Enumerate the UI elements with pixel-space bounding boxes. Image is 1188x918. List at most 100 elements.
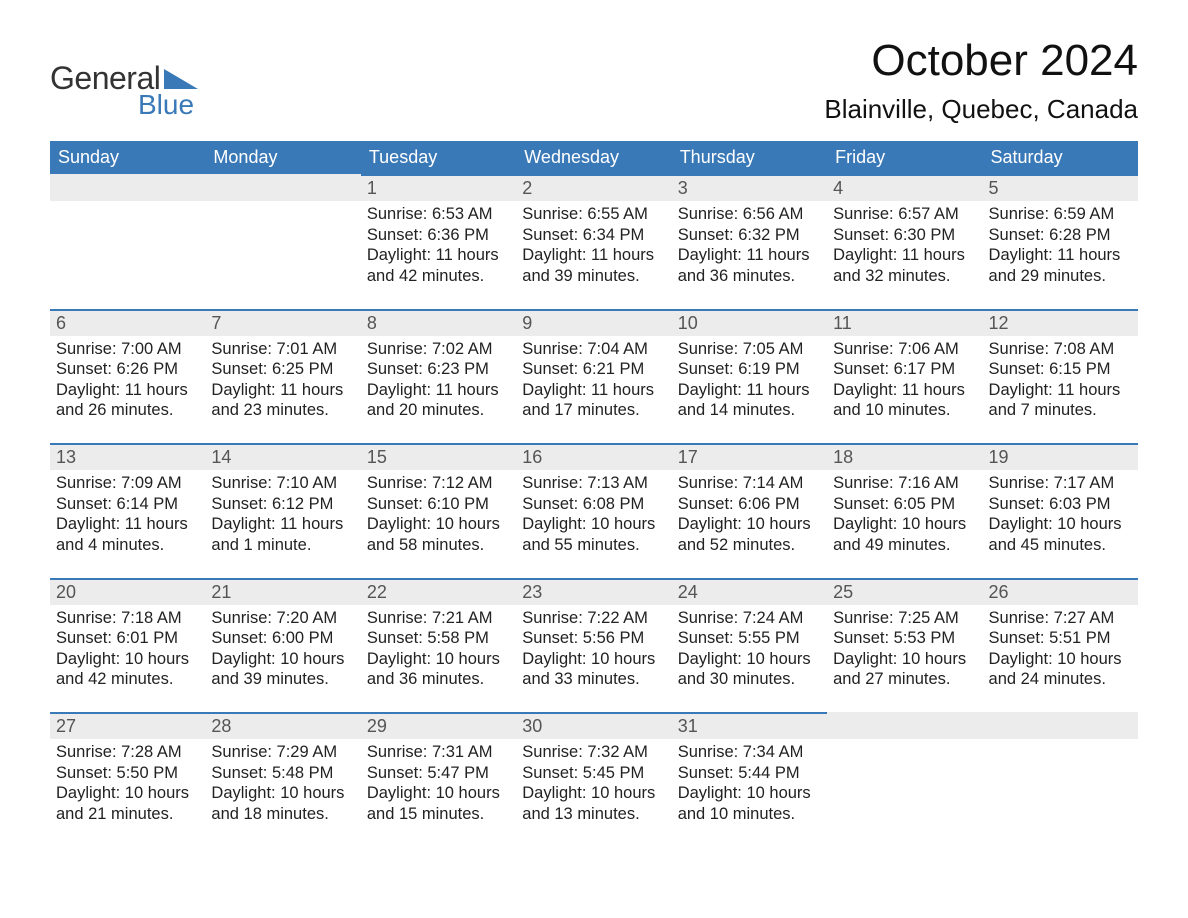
sunrise-line: Sunrise: 6:55 AM bbox=[522, 204, 665, 225]
day-of-week-header-row: SundayMondayTuesdayWednesdayThursdayFrid… bbox=[50, 141, 1138, 174]
day-number: 1 bbox=[367, 178, 377, 198]
sunset-line: Sunset: 6:23 PM bbox=[367, 359, 510, 380]
day-number bbox=[211, 178, 216, 198]
sunset-line: Sunset: 5:55 PM bbox=[678, 628, 821, 649]
sunrise-line: Sunrise: 7:24 AM bbox=[678, 608, 821, 629]
sunrise-line: Sunrise: 7:17 AM bbox=[989, 473, 1132, 494]
sunset-line: Sunset: 5:56 PM bbox=[522, 628, 665, 649]
day-number-row: 7 bbox=[205, 309, 360, 336]
calendar-cell: 22Sunrise: 7:21 AMSunset: 5:58 PMDayligh… bbox=[361, 578, 516, 713]
day-info: Sunrise: 7:13 AMSunset: 6:08 PMDaylight:… bbox=[522, 473, 665, 556]
sunrise-line: Sunrise: 7:10 AM bbox=[211, 473, 354, 494]
day-number-row: 8 bbox=[361, 309, 516, 336]
sunrise-line: Sunrise: 6:59 AM bbox=[989, 204, 1132, 225]
day-number: 4 bbox=[833, 178, 843, 198]
daylight-line: Daylight: 10 hours and 33 minutes. bbox=[522, 649, 665, 690]
day-number bbox=[833, 716, 838, 736]
day-number: 12 bbox=[989, 313, 1009, 333]
day-number-row: 6 bbox=[50, 309, 205, 336]
daylight-line: Daylight: 10 hours and 45 minutes. bbox=[989, 514, 1132, 555]
calendar-cell: 26Sunrise: 7:27 AMSunset: 5:51 PMDayligh… bbox=[983, 578, 1138, 713]
day-info: Sunrise: 7:24 AMSunset: 5:55 PMDaylight:… bbox=[678, 608, 821, 691]
sunrise-line: Sunrise: 7:00 AM bbox=[56, 339, 199, 360]
day-number: 29 bbox=[367, 716, 387, 736]
calendar-cell: 29Sunrise: 7:31 AMSunset: 5:47 PMDayligh… bbox=[361, 712, 516, 847]
sunset-line: Sunset: 6:17 PM bbox=[833, 359, 976, 380]
calendar-cell: 7Sunrise: 7:01 AMSunset: 6:25 PMDaylight… bbox=[205, 309, 360, 444]
day-number: 22 bbox=[367, 582, 387, 602]
daylight-line: Daylight: 10 hours and 42 minutes. bbox=[56, 649, 199, 690]
day-number: 21 bbox=[211, 582, 231, 602]
sunset-line: Sunset: 6:21 PM bbox=[522, 359, 665, 380]
day-number-row: 23 bbox=[516, 578, 671, 605]
day-number: 14 bbox=[211, 447, 231, 467]
calendar-cell: 12Sunrise: 7:08 AMSunset: 6:15 PMDayligh… bbox=[983, 309, 1138, 444]
day-of-week-header: Saturday bbox=[983, 141, 1138, 174]
day-number-row bbox=[50, 174, 205, 201]
week-row: 1Sunrise: 6:53 AMSunset: 6:36 PMDaylight… bbox=[50, 174, 1138, 309]
logo: General Blue bbox=[50, 60, 202, 121]
sunset-line: Sunset: 6:05 PM bbox=[833, 494, 976, 515]
day-info: Sunrise: 7:04 AMSunset: 6:21 PMDaylight:… bbox=[522, 339, 665, 422]
week-row: 6Sunrise: 7:00 AMSunset: 6:26 PMDaylight… bbox=[50, 309, 1138, 444]
day-number-row: 13 bbox=[50, 443, 205, 470]
day-number-row: 19 bbox=[983, 443, 1138, 470]
calendar-cell: 5Sunrise: 6:59 AMSunset: 6:28 PMDaylight… bbox=[983, 174, 1138, 309]
calendar-cell: 28Sunrise: 7:29 AMSunset: 5:48 PMDayligh… bbox=[205, 712, 360, 847]
calendar-cell: 24Sunrise: 7:24 AMSunset: 5:55 PMDayligh… bbox=[672, 578, 827, 713]
calendar-cell: 15Sunrise: 7:12 AMSunset: 6:10 PMDayligh… bbox=[361, 443, 516, 578]
day-number-row: 31 bbox=[672, 712, 827, 739]
daylight-line: Daylight: 11 hours and 29 minutes. bbox=[989, 245, 1132, 286]
day-number-row: 3 bbox=[672, 174, 827, 201]
daylight-line: Daylight: 10 hours and 21 minutes. bbox=[56, 783, 199, 824]
day-number-row bbox=[205, 174, 360, 201]
daylight-line: Daylight: 11 hours and 32 minutes. bbox=[833, 245, 976, 286]
calendar-cell-blank bbox=[827, 712, 982, 847]
day-number: 6 bbox=[56, 313, 66, 333]
day-number: 10 bbox=[678, 313, 698, 333]
sunset-line: Sunset: 6:01 PM bbox=[56, 628, 199, 649]
day-info: Sunrise: 7:29 AMSunset: 5:48 PMDaylight:… bbox=[211, 742, 354, 825]
week-row: 13 Sunrise: 7:09 AMSunset: 6:14 PM Dayligh… bbox=[50, 443, 1138, 578]
day-of-week-header: Friday bbox=[827, 141, 982, 174]
day-info: Sunrise: 6:56 AMSunset: 6:32 PMDaylight:… bbox=[678, 204, 821, 287]
calendar-cell: 3 Sunrise: 6:56 AMSunset: 6:32 PMDaylight… bbox=[672, 174, 827, 309]
sunset-line: Sunset: 6:08 PM bbox=[522, 494, 665, 515]
day-number-row: 16 bbox=[516, 443, 671, 470]
calendar-cell: 1Sunrise: 6:53 AMSunset: 6:36 PMDaylight… bbox=[361, 174, 516, 309]
daylight-line: Daylight: 11 hours and 26 minutes. bbox=[56, 380, 199, 421]
calendar-cell: 9 Sunrise: 7:04 AMSunset: 6:21 PMDaylight… bbox=[516, 309, 671, 444]
header: General Blue October 2024 Blainville, Qu… bbox=[50, 36, 1138, 135]
logo-text-blue: Blue bbox=[138, 89, 194, 121]
day-info: Sunrise: 6:57 AMSunset: 6:30 PMDaylight:… bbox=[833, 204, 976, 287]
day-info: Sunrise: 7:22 AMSunset: 5:56 PMDaylight:… bbox=[522, 608, 665, 691]
day-number-row: 20 bbox=[50, 578, 205, 605]
day-number bbox=[56, 178, 61, 198]
day-number: 23 bbox=[522, 582, 542, 602]
day-number-row: 29 bbox=[361, 712, 516, 739]
calendar-cell: 10Sunrise: 7:05 AMSunset: 6:19 PMDayligh… bbox=[672, 309, 827, 444]
sunset-line: Sunset: 6:32 PM bbox=[678, 225, 821, 246]
day-number: 30 bbox=[522, 716, 542, 736]
day-info: Sunrise: 7:28 AMSunset: 5:50 PMDaylight:… bbox=[56, 742, 199, 825]
sunrise-line: Sunrise: 7:09 AM bbox=[56, 473, 199, 494]
sunset-line: Sunset: 6:14 PM bbox=[56, 494, 199, 515]
calendar-page: General Blue October 2024 Blainville, Qu… bbox=[0, 0, 1188, 918]
day-info: Sunrise: 7:25 AMSunset: 5:53 PMDaylight:… bbox=[833, 608, 976, 691]
day-number-row: 17 bbox=[672, 443, 827, 470]
daylight-line: Daylight: 11 hours and 36 minutes. bbox=[678, 245, 821, 286]
day-number: 26 bbox=[989, 582, 1009, 602]
sunrise-line: Sunrise: 7:01 AM bbox=[211, 339, 354, 360]
day-number: 25 bbox=[833, 582, 853, 602]
day-info: Sunrise: 7:14 AMSunset: 6:06 PMDaylight:… bbox=[678, 473, 821, 556]
weeks-container: 1Sunrise: 6:53 AMSunset: 6:36 PMDaylight… bbox=[50, 174, 1138, 847]
day-number: 9 bbox=[522, 313, 532, 333]
day-info: Sunrise: 7:16 AMSunset: 6:05 PMDaylight:… bbox=[833, 473, 976, 556]
day-info: Sunrise: 7:12 AMSunset: 6:10 PMDaylight:… bbox=[367, 473, 510, 556]
daylight-line: Daylight: 10 hours and 27 minutes. bbox=[833, 649, 976, 690]
sunset-line: Sunset: 6:12 PM bbox=[211, 494, 354, 515]
day-number-row: 14 bbox=[205, 443, 360, 470]
calendar-cell: 17 Sunrise: 7:14 AMSunset: 6:06 PMDayligh… bbox=[672, 443, 827, 578]
sunset-line: Sunset: 5:51 PM bbox=[989, 628, 1132, 649]
sunrise-line: Sunrise: 7:12 AM bbox=[367, 473, 510, 494]
